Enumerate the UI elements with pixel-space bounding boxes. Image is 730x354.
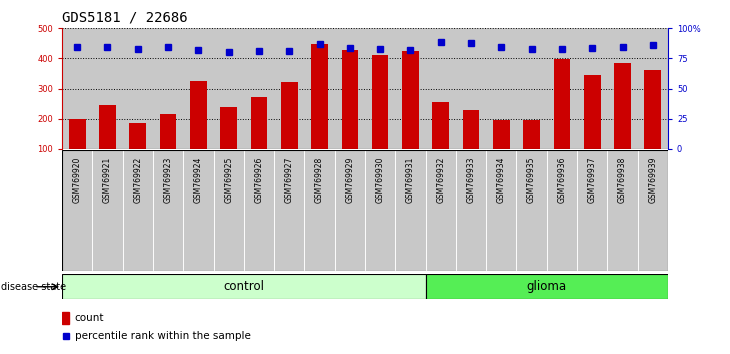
Bar [183,150,214,271]
Bar [486,150,517,271]
Bar [304,150,335,271]
Text: GDS5181 / 22686: GDS5181 / 22686 [62,11,188,25]
Text: GSM769927: GSM769927 [285,156,293,203]
Bar [645,70,661,149]
Bar [123,150,153,271]
Text: GSM769933: GSM769933 [466,156,475,203]
Bar [456,150,486,271]
Bar [638,28,668,149]
Text: GSM769930: GSM769930 [376,156,385,203]
Bar [93,150,123,271]
Bar [523,120,540,149]
Bar [553,59,570,149]
Bar [281,82,298,149]
Bar [244,150,274,271]
Bar [274,150,304,271]
Bar [396,28,426,149]
Bar [311,44,328,149]
Text: GSM769931: GSM769931 [406,156,415,203]
Bar [426,28,456,149]
Bar [160,114,177,149]
Bar [183,28,214,149]
Bar [153,28,183,149]
Bar [456,28,486,149]
Bar [607,28,638,149]
Bar [547,150,577,271]
Bar [372,55,388,149]
Text: GSM769921: GSM769921 [103,156,112,203]
Bar [274,28,304,149]
Bar [62,150,93,271]
Bar [638,150,668,271]
Bar [396,150,426,271]
Text: GSM769929: GSM769929 [345,156,354,203]
Text: GSM769924: GSM769924 [194,156,203,203]
Bar [365,150,396,271]
Bar [577,28,607,149]
Bar [62,274,426,299]
Text: GSM769920: GSM769920 [73,156,82,203]
Text: percentile rank within the sample: percentile rank within the sample [75,331,250,341]
Bar [426,150,456,271]
Text: GSM769928: GSM769928 [315,156,324,203]
Text: GSM769925: GSM769925 [224,156,233,203]
Bar [250,97,267,149]
Bar [123,28,153,149]
Bar [365,28,396,149]
Bar [304,28,335,149]
Text: GSM769935: GSM769935 [527,156,536,203]
Bar [93,28,123,149]
Bar [244,28,274,149]
Bar [153,150,183,271]
Text: count: count [75,313,104,323]
Bar [99,105,116,149]
Bar [463,110,480,149]
Bar [62,28,93,149]
Bar [342,50,358,149]
Text: disease state: disease state [1,282,66,292]
Bar [69,120,85,149]
Bar [190,81,207,149]
Text: GSM769922: GSM769922 [134,156,142,203]
Text: GSM769936: GSM769936 [558,156,566,203]
Bar [426,274,668,299]
Bar [577,150,607,271]
Bar [607,150,638,271]
Bar [214,28,244,149]
Bar [402,51,419,149]
Bar [584,75,601,149]
Bar [335,150,365,271]
Bar [486,28,517,149]
Bar [614,63,631,149]
Bar [62,312,69,324]
Bar [547,28,577,149]
Bar [220,107,237,149]
Text: GSM769932: GSM769932 [437,156,445,203]
Bar [214,150,244,271]
Text: control: control [223,280,264,293]
Text: GSM769923: GSM769923 [164,156,172,203]
Bar [493,120,510,149]
Text: glioma: glioma [527,280,566,293]
Text: GSM769934: GSM769934 [497,156,506,203]
Bar [432,102,449,149]
Bar [129,124,146,149]
Text: GSM769926: GSM769926 [255,156,264,203]
Text: GSM769939: GSM769939 [648,156,657,203]
Bar [517,150,547,271]
Text: GSM769938: GSM769938 [618,156,627,203]
Bar [335,28,365,149]
Text: GSM769937: GSM769937 [588,156,596,203]
Bar [517,28,547,149]
